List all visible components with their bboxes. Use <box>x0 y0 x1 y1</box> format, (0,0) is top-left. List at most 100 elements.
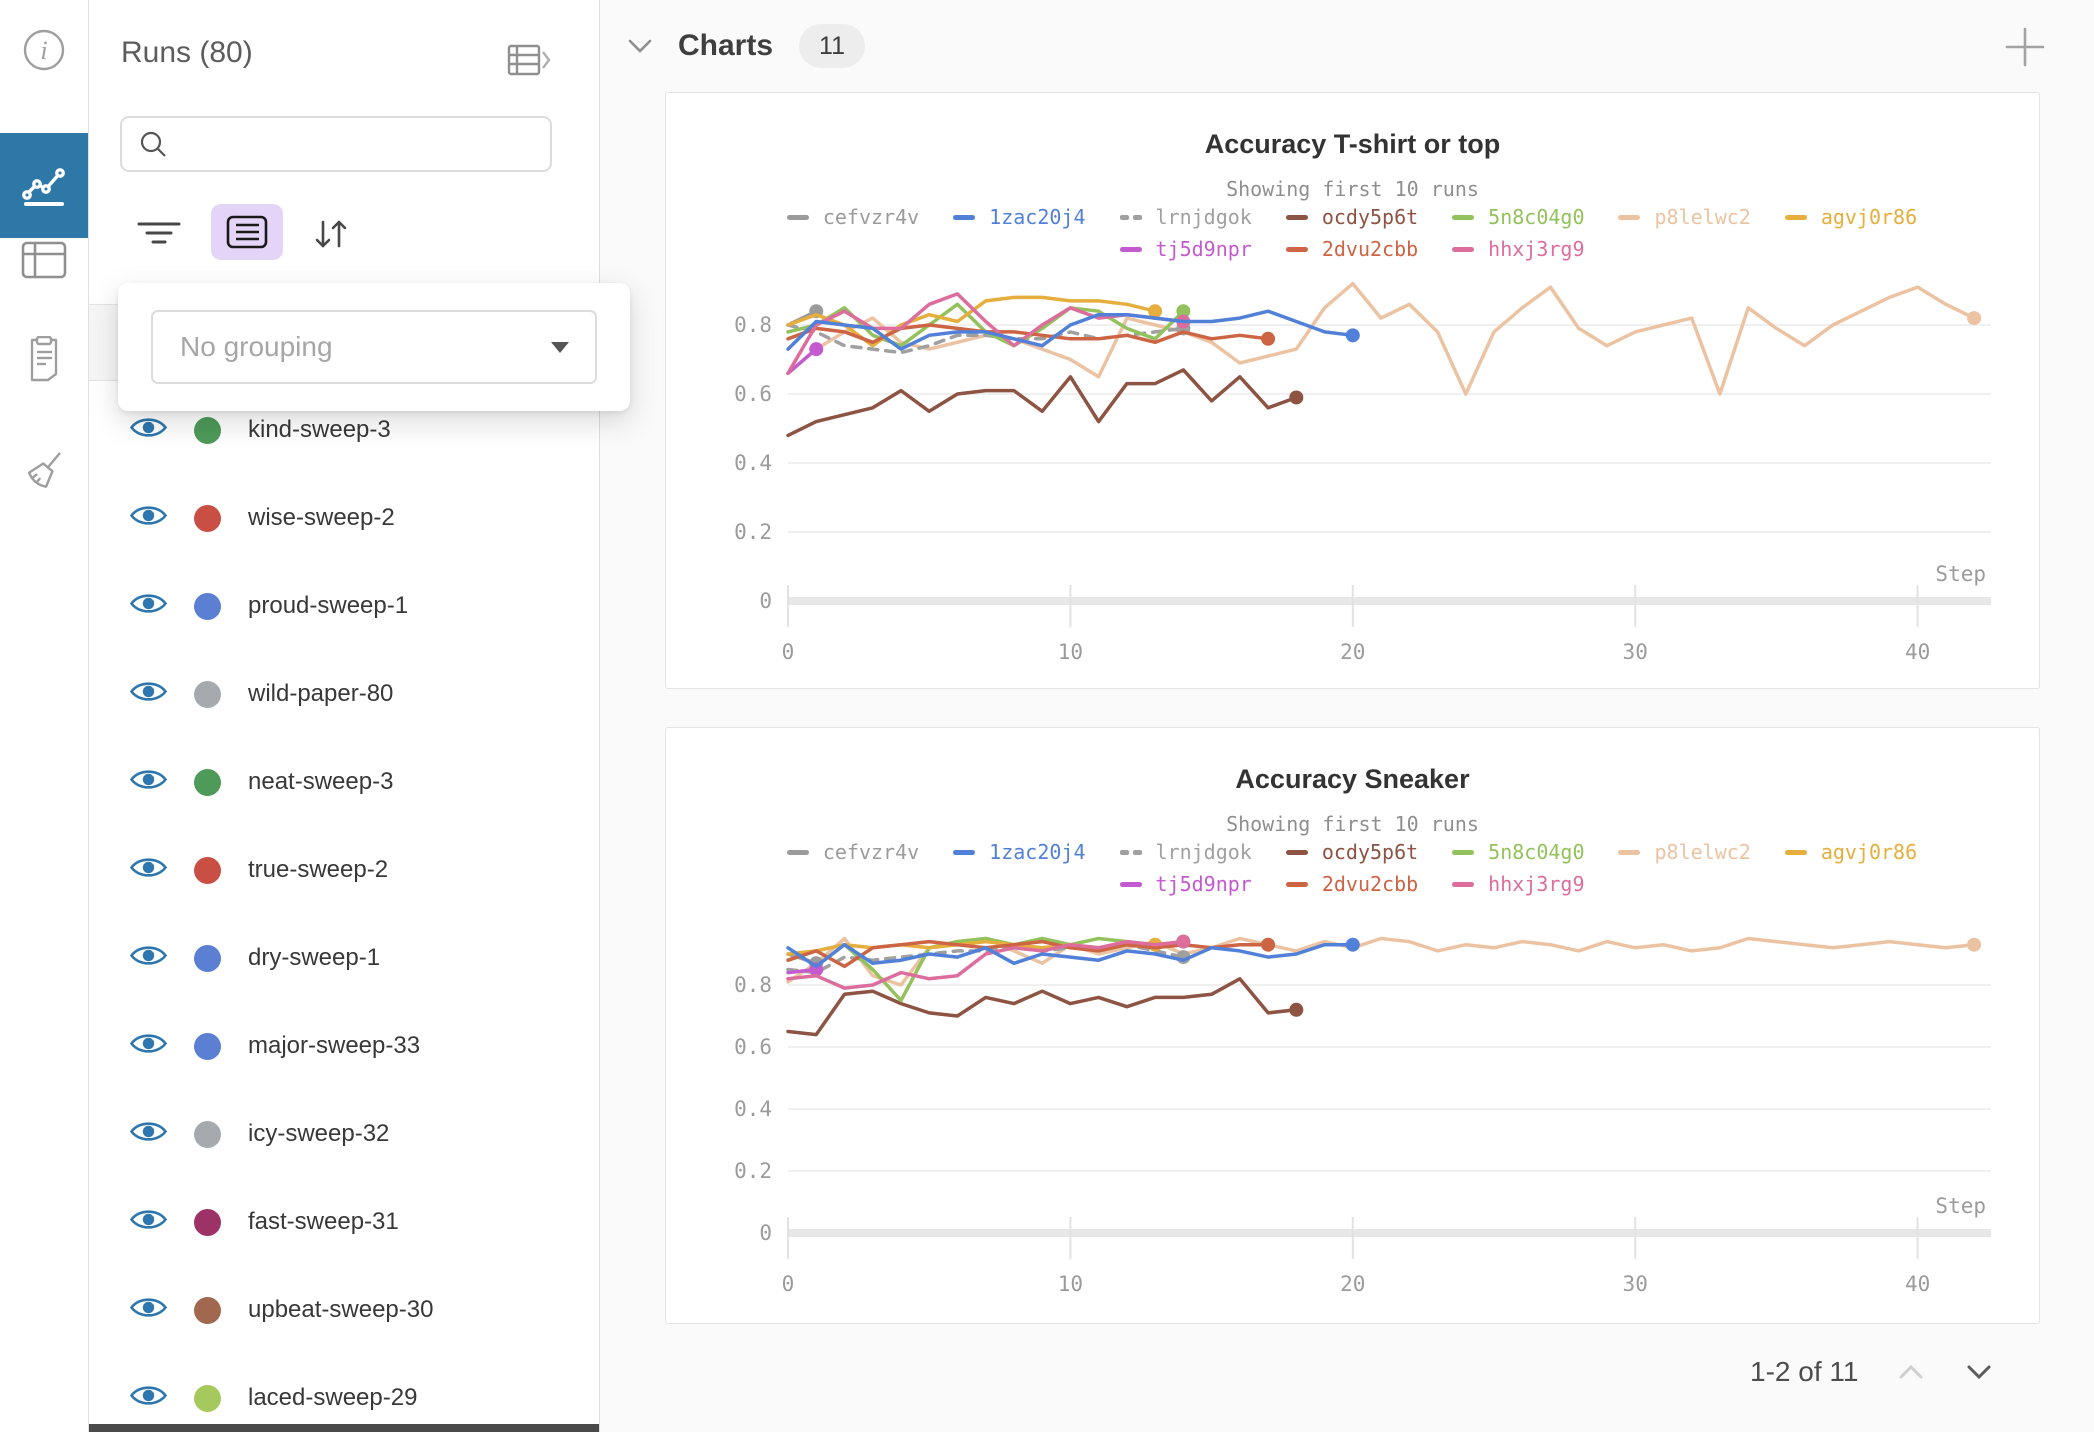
svg-text:20: 20 <box>1340 1272 1365 1296</box>
add-panel-icon[interactable] <box>2000 22 2050 72</box>
sort-icon[interactable] <box>305 212 357 256</box>
run-row[interactable]: icy-sweep-32 <box>89 1090 599 1178</box>
series-endpoint-2dvu2cbb <box>1261 331 1276 346</box>
legend-item[interactable]: 5n8c04g0 <box>1452 840 1584 864</box>
chart-plot: 0 10 20 30 40 0.8 0.6 0.4 0.2 0 Step <box>734 281 1991 664</box>
run-row[interactable]: fast-sweep-31 <box>89 1178 599 1266</box>
legend-item[interactable]: cefvzr4v <box>786 205 920 229</box>
sweep-broom-icon[interactable] <box>0 444 88 500</box>
legend-item[interactable]: lrnjdgok <box>1119 840 1252 864</box>
legend-item[interactable]: cefvzr4v <box>786 840 920 864</box>
group-runs-button[interactable] <box>211 204 283 260</box>
eye-icon[interactable] <box>129 679 168 709</box>
table-icon[interactable] <box>0 236 88 284</box>
legend-item[interactable]: 5n8c04g0 <box>1452 205 1584 229</box>
run-row[interactable]: wise-sweep-2 <box>89 474 599 562</box>
run-name[interactable]: fast-sweep-31 <box>248 1208 399 1235</box>
svg-text:10: 10 <box>1058 640 1083 664</box>
legend-item[interactable]: ocdy5p6t <box>1285 840 1419 864</box>
legend-run-id: 1zac20j4 <box>989 840 1086 864</box>
filter-icon[interactable] <box>133 212 185 256</box>
legend-run-id: cefvzr4v <box>822 205 920 229</box>
legend-item[interactable]: 2dvu2cbb <box>1285 872 1418 896</box>
eye-icon[interactable] <box>129 1383 168 1413</box>
grouping-select-value: No grouping <box>180 331 333 362</box>
eye-icon[interactable] <box>129 1207 168 1237</box>
expand-runs-table-button[interactable] <box>507 42 551 78</box>
run-name[interactable]: true-sweep-2 <box>248 856 389 883</box>
charts-section-header[interactable]: Charts 11 <box>626 24 865 68</box>
legend-run-id: agvj0r86 <box>1820 840 1918 864</box>
run-row[interactable]: true-sweep-2 <box>89 826 599 914</box>
legend-run-id: cefvzr4v <box>822 840 920 864</box>
legend-run-id: ocdy5p6t <box>1321 840 1419 864</box>
run-row[interactable]: proud-sweep-1 <box>89 562 599 650</box>
legend-item[interactable]: tj5d9npr <box>1119 872 1252 896</box>
run-name[interactable]: kind-sweep-3 <box>248 416 391 443</box>
run-name[interactable]: neat-sweep-3 <box>248 768 394 795</box>
legend-run-id: hhxj3rg9 <box>1488 237 1585 261</box>
svg-text:0: 0 <box>759 1221 772 1245</box>
legend-swatch <box>1285 214 1308 220</box>
eye-icon[interactable] <box>129 767 168 797</box>
chart-panel[interactable]: 0 10 20 30 40 0.8 0.6 0.4 0.2 0 Step Accuracy T-sh… <box>665 92 2040 689</box>
legend-swatch <box>1784 214 1807 220</box>
pagination-next-icon[interactable] <box>1964 1362 1994 1382</box>
legend-item[interactable]: 1zac20j4 <box>953 205 1086 229</box>
run-row[interactable]: laced-sweep-29 <box>89 1354 599 1432</box>
run-row[interactable]: kind-sweep-3 <box>89 386 599 474</box>
legend-swatch <box>1452 881 1475 887</box>
chart-legend: cefvzr4v 1zac20j4 lrnjdgok ocdy5p6t 5n8c04g0… <box>732 840 1972 896</box>
series-line-1zac20j4 <box>786 942 1355 969</box>
legend-item[interactable]: agvj0r86 <box>1784 840 1918 864</box>
pagination-prev-icon[interactable] <box>1896 1362 1926 1382</box>
eye-icon[interactable] <box>129 591 168 621</box>
run-name[interactable]: proud-sweep-1 <box>248 592 409 619</box>
run-row[interactable]: neat-sweep-3 <box>89 738 599 826</box>
run-row[interactable]: upbeat-sweep-30 <box>89 1266 599 1354</box>
chart-panel[interactable]: 0 10 20 30 40 0.8 0.6 0.4 0.2 0 Step Accuracy Snea… <box>665 727 2040 1324</box>
info-icon[interactable]: i <box>0 28 88 72</box>
svg-text:Step: Step <box>1935 562 1986 586</box>
grouping-popup: No grouping <box>118 283 630 411</box>
run-row[interactable]: dry-sweep-1 <box>89 914 599 1002</box>
run-row[interactable]: major-sweep-33 <box>89 1002 599 1090</box>
eye-icon[interactable] <box>129 415 168 445</box>
charts-count-badge: 11 <box>799 24 865 68</box>
run-name[interactable]: wise-sweep-2 <box>248 504 395 531</box>
legend-swatch <box>1452 246 1475 252</box>
eye-icon[interactable] <box>129 1295 168 1325</box>
run-name[interactable]: upbeat-sweep-30 <box>248 1296 434 1323</box>
run-name[interactable]: wild-paper-80 <box>248 680 394 707</box>
legend-item[interactable]: p8lelwc2 <box>1618 205 1751 229</box>
charts-workspace-icon[interactable] <box>0 133 88 238</box>
eye-icon[interactable] <box>129 1031 168 1061</box>
legend-item[interactable]: 1zac20j4 <box>953 840 1086 864</box>
series-endpoint-agvj0r86 <box>1148 304 1163 319</box>
eye-icon[interactable] <box>129 503 168 533</box>
run-name[interactable]: dry-sweep-1 <box>248 944 381 971</box>
legend-item[interactable]: agvj0r86 <box>1784 205 1917 229</box>
search-input[interactable] <box>180 129 550 159</box>
legend-dashed-swatch <box>1119 849 1142 855</box>
logs-clipboard-icon[interactable] <box>0 334 88 386</box>
grouping-select[interactable]: No grouping <box>151 310 597 384</box>
eye-icon[interactable] <box>129 855 168 885</box>
legend-dashed-swatch <box>1119 214 1142 220</box>
eye-icon[interactable] <box>129 943 168 973</box>
legend-item[interactable]: tj5d9npr <box>1119 237 1252 261</box>
legend-item[interactable]: hhxj3rg9 <box>1452 872 1584 896</box>
svg-text:0.8: 0.8 <box>734 313 772 337</box>
run-name[interactable]: major-sweep-33 <box>248 1032 421 1059</box>
run-row[interactable]: wild-paper-80 <box>89 650 599 738</box>
eye-icon[interactable] <box>129 1119 168 1149</box>
section-chevron-icon[interactable] <box>626 37 654 55</box>
legend-item[interactable]: lrnjdgok <box>1119 205 1252 229</box>
run-name[interactable]: laced-sweep-29 <box>248 1384 418 1411</box>
legend-item[interactable]: ocdy5p6t <box>1285 205 1418 229</box>
run-name[interactable]: icy-sweep-32 <box>248 1120 390 1147</box>
legend-item[interactable]: hhxj3rg9 <box>1452 237 1584 261</box>
legend-item[interactable]: p8lelwc2 <box>1618 840 1751 864</box>
legend-item[interactable]: 2dvu2cbb <box>1285 237 1418 261</box>
